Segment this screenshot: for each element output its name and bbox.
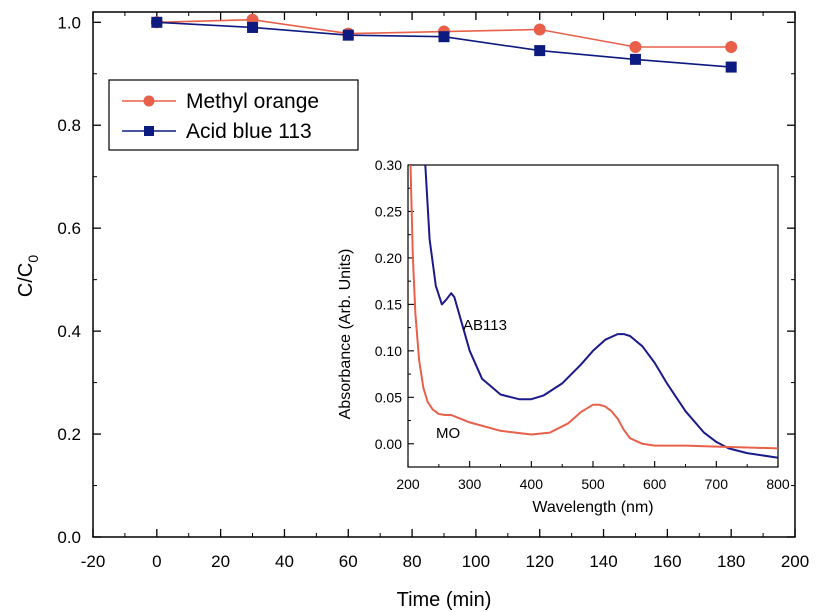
main-x-tick-label: 200 [781,552,809,571]
main-x-tick-label: 0 [152,552,161,571]
data-point-acid-blue [629,53,641,65]
inset-y-tick-label: 0.25 [375,203,402,219]
main-y-tick-label: 0.6 [57,219,81,238]
data-point-acid-blue [534,45,546,57]
main-x-tick-label: 160 [653,552,681,571]
inset-x-tick-label: 700 [705,476,729,492]
main-x-tick-label: 80 [403,552,422,571]
main-y-tick-label: 1.0 [57,13,81,32]
inset-y-tick-label: 0.20 [375,250,402,266]
inset-spectrum-mo [409,164,779,450]
data-point-methyl-orange [533,23,546,36]
inset-x-tick-label: 800 [766,476,790,492]
inset-x-tick-label: 400 [520,476,544,492]
inset-y-tick-label: 0.15 [375,296,402,312]
main-x-tick-label: 140 [589,552,617,571]
main-axis-ticks: -20 0 20 40 60 80 100 120 140 160 180 200 0.0 0.2 0.4 0… [57,12,809,571]
legend-swatch-acid-blue-marker [144,126,154,136]
data-point-acid-blue [247,21,259,33]
main-x-tick-label: 40 [275,552,294,571]
main-y-axis-title-text: C/C [15,263,37,297]
main-x-tick-label: -20 [81,552,106,571]
legend-label-methyl-orange: Methyl orange [186,90,319,113]
inset-axis-ticks: 200 300 400 500 600 700 800 0.00 0.05 0.10 0.15 0.2… [375,157,790,492]
inset-spectrum-ab113 [424,164,779,459]
data-point-acid-blue [725,61,737,73]
inset-y-axis-title: Absorbance (Arb. Units) [337,249,354,420]
data-point-methyl-orange [629,41,642,53]
data-point-acid-blue [342,29,354,41]
main-x-tick-label: 20 [211,552,230,571]
inset-y-tick-label: 0.30 [375,157,402,173]
inset-x-tick-label: 200 [396,476,420,492]
inset-label-ab113: AB113 [463,317,507,334]
legend-box [108,79,359,151]
legend: Methyl orange Acid blue 113 [108,79,359,151]
legend-swatch-methyl-orange-marker [143,95,155,107]
inset-y-tick-label: 0.10 [375,343,402,359]
main-x-tick-label: 60 [339,552,358,571]
data-point-acid-blue [151,16,163,28]
main-y-axis-title-subscript: 0 [25,255,41,263]
main-y-tick-label: 0.8 [57,116,81,135]
inset-series-group [409,164,779,459]
main-series-group [150,13,738,73]
inset-label-mo: MO [436,425,460,442]
inset-x-tick-label: 600 [643,476,667,492]
inset-x-tick-label: 500 [581,476,605,492]
data-point-methyl-orange [725,41,738,53]
legend-label-acid-blue: Acid blue 113 [186,120,312,143]
inset-plot-frame [407,164,779,468]
main-y-axis-title: C/C0 [15,255,41,297]
main-x-tick-label: 100 [462,552,490,571]
inset-chart: 200 300 400 500 600 700 800 0.00 0.05 0.10 0.15 0.2… [337,157,790,516]
main-x-tick-label: 180 [717,552,745,571]
main-x-axis-title: Time (min) [397,589,492,611]
main-y-tick-label: 0.4 [57,322,81,341]
main-y-tick-label: 0.2 [57,425,81,444]
inset-y-tick-label: 0.00 [375,436,402,452]
data-point-acid-blue [438,31,450,43]
inset-x-tick-label: 300 [458,476,482,492]
main-x-tick-label: 120 [526,552,554,571]
inset-y-tick-label: 0.05 [375,389,402,405]
inset-x-axis-title: Wavelength (nm) [532,499,653,516]
main-y-tick-label: 0.0 [57,528,81,547]
